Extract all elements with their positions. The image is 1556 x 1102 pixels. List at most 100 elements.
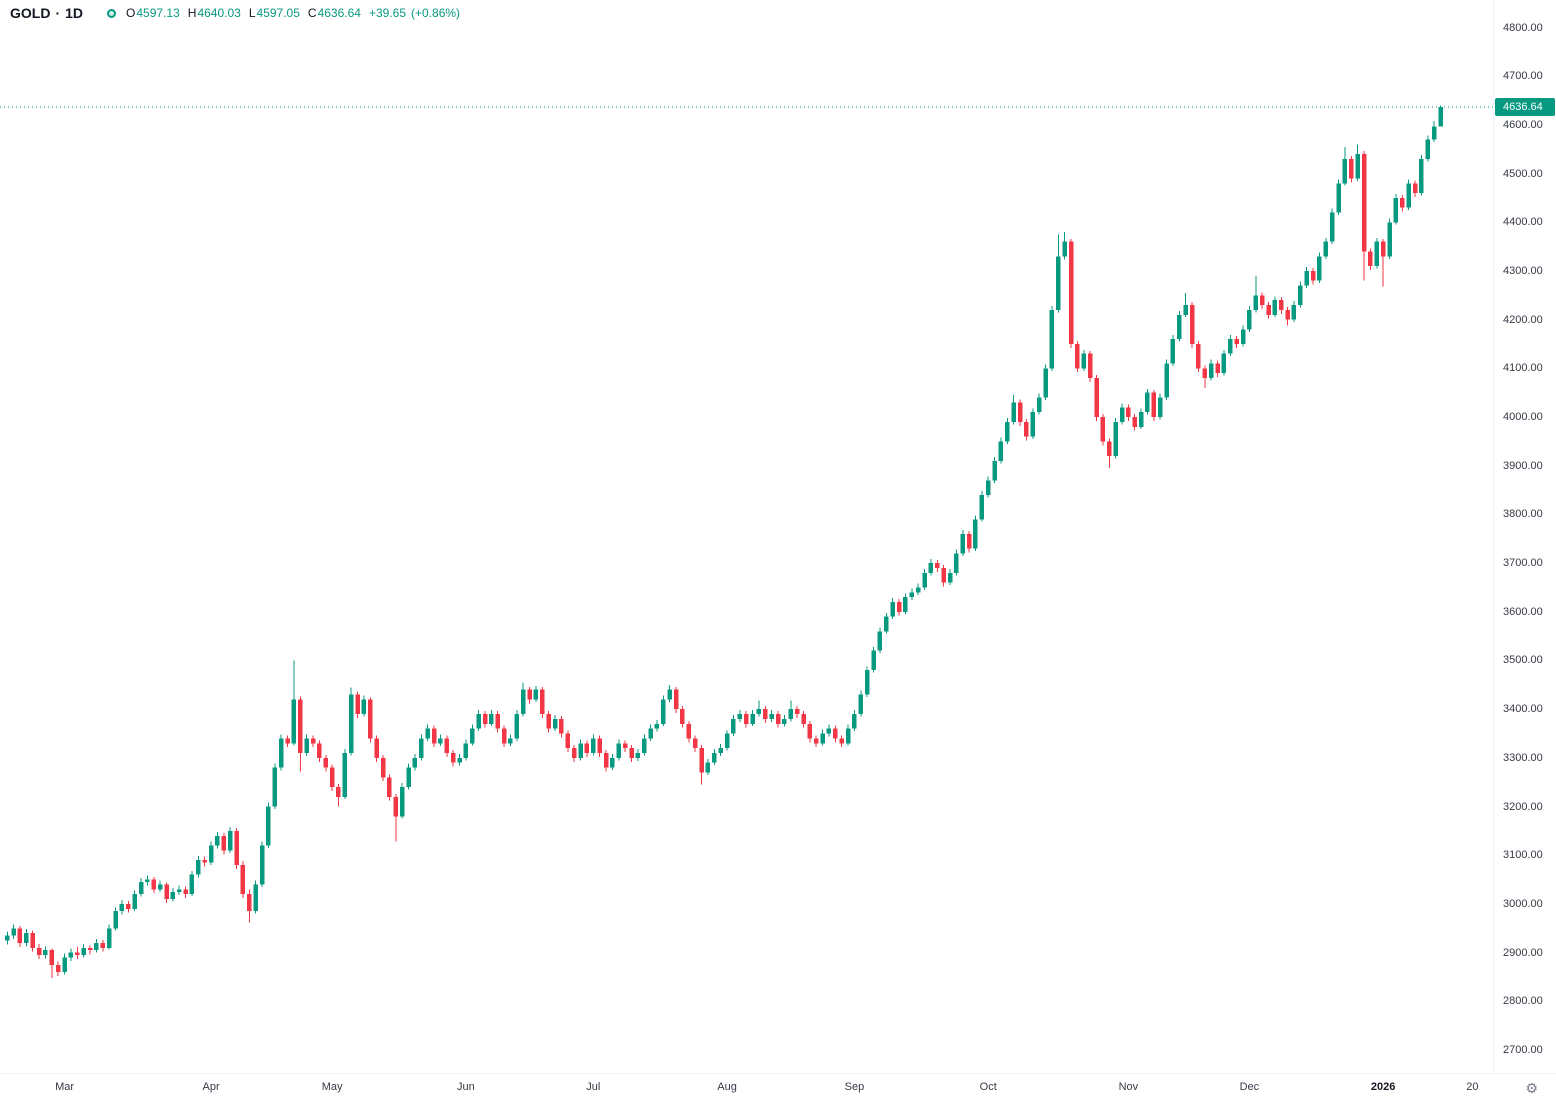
candle-body	[884, 616, 889, 632]
candle	[845, 724, 851, 746]
candle	[208, 841, 214, 865]
candle	[1068, 238, 1074, 348]
candle	[1062, 232, 1067, 260]
candle-body	[603, 752, 609, 768]
candle-body	[151, 879, 157, 890]
candle	[75, 946, 80, 959]
candle	[1177, 310, 1182, 342]
candle-body	[1062, 241, 1067, 257]
candle	[157, 880, 163, 893]
price-axis-label: 4600.00	[1503, 118, 1543, 131]
candle-body	[858, 694, 864, 715]
candle-body	[820, 733, 825, 744]
candle	[62, 953, 67, 975]
candle-body	[642, 738, 647, 753]
time-axis-label: Jun	[457, 1081, 475, 1093]
candle-body	[227, 830, 233, 851]
candle-body	[775, 714, 781, 724]
candle	[635, 749, 641, 761]
candle-body	[202, 860, 207, 863]
candle	[686, 720, 692, 743]
candle	[272, 763, 278, 809]
time-axis-label: Nov	[1118, 1081, 1139, 1093]
candle-body	[1056, 256, 1061, 310]
candle-body	[1145, 392, 1150, 413]
candle	[266, 802, 271, 848]
candle-body	[699, 748, 704, 773]
candle-body	[1234, 339, 1239, 344]
candle-body	[947, 572, 953, 583]
candle-body	[1412, 183, 1418, 194]
candle	[1024, 418, 1029, 441]
candle	[705, 758, 711, 775]
time-axis-label: May	[321, 1081, 343, 1093]
candle-body	[743, 714, 749, 724]
candle	[170, 887, 176, 902]
candle-body	[871, 650, 876, 671]
candle-body	[520, 689, 526, 715]
candle	[438, 734, 443, 747]
candle-body	[17, 928, 23, 943]
candle	[387, 774, 392, 801]
candle-body	[119, 903, 125, 912]
candle	[113, 907, 118, 931]
candle-body	[406, 767, 411, 788]
candle-body	[196, 860, 201, 875]
candle-body	[419, 738, 424, 758]
candle-body	[654, 723, 660, 729]
candle-body	[94, 942, 99, 951]
candle	[1349, 156, 1354, 183]
symbol-title-group[interactable]: GOLD · 1D	[10, 5, 83, 21]
candle	[1361, 151, 1367, 281]
candle-body	[552, 718, 558, 729]
close-value: 4636.64	[317, 6, 361, 20]
price-axis-label: 4500.00	[1503, 167, 1543, 180]
candle	[864, 666, 870, 697]
time-axis-label: Jul	[586, 1081, 601, 1093]
price-axis[interactable]: 4636.64 4800.00 4700.00 4600.00 4500.00 4400…	[1493, 0, 1556, 1074]
candle-body	[234, 830, 239, 865]
candle	[1419, 155, 1424, 196]
candle	[406, 763, 411, 790]
time-axis[interactable]: ⚙ Mar Apr May Jun Jul Aug Sep Oct Nov Dec 2026 20	[0, 1073, 1556, 1102]
candle-body	[1087, 353, 1093, 379]
candle-body	[361, 699, 367, 715]
candle	[240, 861, 246, 899]
candle	[661, 695, 666, 727]
candle-body	[495, 714, 500, 729]
candle	[1336, 179, 1341, 215]
candle-body	[731, 718, 736, 734]
candle	[36, 943, 42, 959]
candle-body	[1393, 197, 1399, 223]
candle	[43, 946, 48, 959]
candle-body	[979, 494, 985, 520]
candle	[221, 832, 227, 855]
candle	[151, 877, 157, 894]
candle	[323, 754, 328, 772]
candle	[584, 740, 590, 757]
candle	[1387, 218, 1392, 259]
candle-body	[240, 864, 246, 895]
candle	[1368, 248, 1373, 270]
candle	[55, 961, 61, 976]
candle-body	[769, 714, 774, 719]
candle	[890, 598, 895, 620]
candle	[49, 948, 55, 978]
close-label: C	[307, 6, 317, 20]
candle	[1406, 179, 1411, 211]
candle-body	[1170, 339, 1176, 364]
candle	[884, 612, 889, 634]
market-status-icon[interactable]	[107, 8, 117, 18]
candle-body	[450, 752, 456, 763]
candle-body	[527, 689, 532, 700]
candle	[1272, 296, 1278, 318]
price-axis-label: 3500.00	[1503, 654, 1543, 667]
candle-body	[5, 935, 10, 941]
time-axis-label: 20	[1466, 1081, 1479, 1093]
candle	[756, 700, 762, 717]
candle-body	[368, 699, 373, 739]
candle-body	[1310, 270, 1316, 281]
candle-body	[903, 597, 908, 612]
settings-gear-icon[interactable]: ⚙	[1525, 1080, 1538, 1096]
